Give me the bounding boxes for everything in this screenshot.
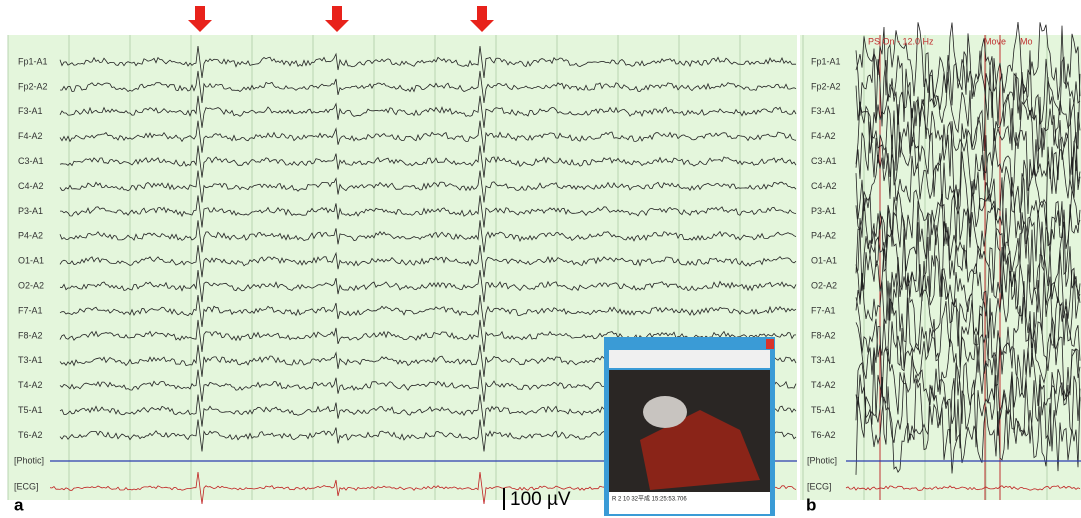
channel-label: Fp2-A2: [18, 81, 48, 91]
channel-label: T6-A2: [18, 430, 43, 440]
channel-label: [ECG]: [807, 481, 832, 491]
channel-label: Fp1-A1: [811, 56, 841, 66]
channel-label: T4-A2: [18, 380, 43, 390]
channel-label: P4-A2: [18, 231, 43, 241]
annotation: Mo: [1020, 36, 1033, 46]
arrow: [470, 6, 494, 32]
channel-label: C4-A2: [18, 181, 44, 191]
channel-label: [Photic]: [807, 455, 837, 465]
panel-label: b: [806, 495, 816, 514]
channel-label: [ECG]: [14, 481, 39, 491]
close-button[interactable]: [766, 339, 774, 349]
channel-label: F7-A1: [811, 305, 836, 315]
channel-label: F4-A2: [18, 131, 43, 141]
channel-label: F8-A2: [18, 330, 43, 340]
channel-label: C3-A1: [811, 156, 837, 166]
figure: Fp1-A1 Fp2-A2 F3-A1 F4-A2 C3-A1 C4-A2 P3-A1 P4-…: [0, 0, 1081, 518]
channel-label: Fp2-A2: [811, 81, 841, 91]
channel-label: O1-A1: [18, 256, 44, 266]
channel-label: T6-A2: [811, 430, 836, 440]
channel-label: [Photic]: [14, 455, 44, 465]
arrow: [325, 6, 349, 32]
channel-label: F7-A1: [18, 305, 43, 315]
channel-label: O1-A1: [811, 256, 837, 266]
panel-label: a: [14, 495, 24, 514]
status-text: R 2 10 32平成 15:25:53.706: [612, 495, 687, 503]
channel-label: T3-A1: [18, 355, 43, 365]
channel-label: T3-A1: [811, 355, 836, 365]
channel-label: T4-A2: [811, 380, 836, 390]
status-bar: [609, 492, 770, 514]
channel-label: T5-A1: [811, 405, 836, 415]
channel-label: F3-A1: [18, 106, 43, 116]
annotation: PS On - 12.0 Hz: [868, 36, 934, 46]
arrow: [188, 6, 212, 32]
channel-label: P3-A1: [811, 206, 836, 216]
video-content: [643, 396, 687, 428]
channel-label: O2-A2: [18, 280, 44, 290]
scale-label: 100 µV: [510, 489, 571, 510]
channel-label: Fp1-A1: [18, 56, 48, 66]
toolbar: [609, 350, 770, 368]
channel-label: C4-A2: [811, 181, 837, 191]
channel-label: F4-A2: [811, 131, 836, 141]
channel-label: P3-A1: [18, 206, 43, 216]
annotation: Move: [984, 36, 1006, 46]
arrows: [188, 6, 494, 32]
channel-label: F8-A2: [811, 330, 836, 340]
channel-label: F3-A1: [811, 106, 836, 116]
channel-label: O2-A2: [811, 280, 837, 290]
channel-label: T5-A1: [18, 405, 43, 415]
video-window: R 2 10 32平成 15:25:53.706: [604, 337, 775, 516]
channel-label: C3-A1: [18, 156, 44, 166]
channel-label: P4-A2: [811, 231, 836, 241]
